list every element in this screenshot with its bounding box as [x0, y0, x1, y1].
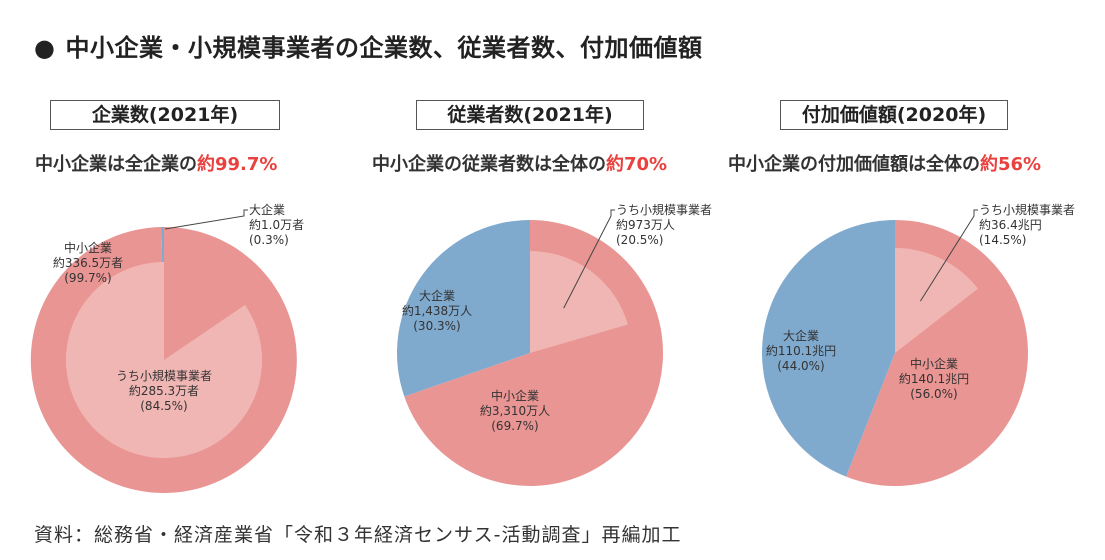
label-small: うち小規模事業者約36.4兆円(14.5%) [979, 202, 1075, 247]
label-sme-line: (56.0%) [910, 387, 957, 401]
pie-slice-sme [846, 220, 1029, 486]
panel-value-added: 付加価値額(2020年) 中小企業の付加価値額は全体の約56% 中小企業約140… [728, 100, 1078, 500]
panel-headline: 中小企業の従業者数は全体の約70% [372, 150, 722, 176]
label-large-line: 大企業 [783, 328, 819, 343]
label-sme-line: 中小企業 [910, 356, 958, 371]
label-sme-line: (99.7%) [64, 271, 111, 285]
panel-employees: 従業者数(2021年) 中小企業の従業者数は全体の約70% 中小企業約3,310… [368, 100, 718, 500]
label-small-line: うち小規模事業者 [979, 202, 1075, 217]
label-small-line: (20.5%) [616, 233, 663, 247]
label-small-line: (84.5%) [140, 399, 187, 413]
panel-headline: 中小企業は全企業の約99.7% [35, 150, 385, 176]
label-small-line: 約36.4兆円 [979, 217, 1042, 232]
source-note: 資料：総務省・経済産業省「令和３年経済センサス‐活動調査」再編加工 [34, 524, 682, 546]
label-sme-line: 約140.1兆円 [899, 371, 969, 386]
headline-text: 中小企業の従業者数は全体の [372, 154, 606, 175]
label-large-line: 約1,438万人 [402, 303, 472, 318]
label-large-line: 約1.0万者 [249, 217, 304, 232]
label-large: 大企業約1.0万者(0.3%) [249, 202, 304, 247]
label-large-line: (44.0%) [777, 359, 824, 373]
label-sme: 中小企業約3,310万人(69.7%) [480, 388, 550, 433]
leader-line [164, 209, 248, 230]
label-sme-line: (69.7%) [491, 419, 538, 433]
label-large-line: (30.3%) [413, 319, 460, 333]
label-large-line: 約110.1兆円 [766, 343, 836, 358]
pie-slice-large [762, 220, 895, 477]
pie-slice-small [530, 251, 628, 353]
label-large-line: 大企業 [249, 202, 285, 217]
label-sme: 中小企業約140.1兆円(56.0%) [899, 356, 969, 401]
pie-slice-large [397, 220, 530, 397]
panel-title-box: 付加価値額(2020年) [780, 100, 1008, 130]
pie-chart-employees: 中小企業約3,310万人(69.7%) うち小規模事業者約973万人(20.5%)… [397, 202, 712, 486]
headline-accent: 約99.7% [197, 154, 278, 175]
label-large-line: 大企業 [419, 288, 455, 303]
panel-companies: 企業数(2021年) 中小企業は全企業の約99.7% 中小企業約336.5万者(… [30, 100, 380, 500]
title-bullet: ● [34, 34, 56, 62]
label-sme-line: 中小企業 [491, 388, 539, 403]
panel-headline: 中小企業の付加価値額は全体の約56% [728, 150, 1078, 176]
label-small-line: うち小規模事業者 [116, 368, 212, 383]
panel-title-box: 企業数(2021年) [50, 100, 280, 130]
label-sme-line: 約336.5万者 [53, 255, 123, 270]
label-sme: 中小企業約336.5万者(99.7%) [53, 240, 123, 285]
headline-text: 中小企業は全企業の [35, 154, 197, 175]
label-small: うち小規模事業者約285.3万者(84.5%) [116, 368, 212, 413]
label-small-line: うち小規模事業者 [616, 202, 712, 217]
pie-slice-small [65, 262, 262, 458]
headline-accent: 約70% [606, 154, 668, 175]
panel-title-box: 従業者数(2021年) [416, 100, 644, 130]
label-small-line: 約973万人 [616, 217, 675, 232]
pie-slice-small [895, 248, 978, 353]
label-sme-line: 約3,310万人 [480, 403, 550, 418]
label-small-line: (14.5%) [979, 233, 1026, 247]
label-sme-line: 中小企業 [64, 240, 112, 255]
pie-chart-value-added: 中小企業約140.1兆円(56.0%) うち小規模事業者約36.4兆円(14.5%… [762, 202, 1075, 486]
label-small-line: 約285.3万者 [129, 383, 199, 398]
label-small: うち小規模事業者約973万人(20.5%) [616, 202, 712, 247]
headline-accent: 約56% [980, 154, 1042, 175]
page-title: ● 中小企業・小規模事業者の企業数、従業者数、付加価値額 [34, 28, 702, 63]
label-large-line: (0.3%) [249, 233, 289, 247]
label-large: 大企業約110.1兆円(44.0%) [766, 328, 836, 373]
label-large: 大企業約1,438万人(30.3%) [402, 288, 472, 333]
headline-text: 中小企業の付加価値額は全体の [728, 154, 980, 175]
leader-line [563, 209, 615, 309]
pie-chart-companies: 中小企業約336.5万者(99.7%) うち小規模事業者約285.3万者(84.5… [30, 202, 304, 493]
leader-line [919, 209, 978, 302]
title-text: 中小企業・小規模事業者の企業数、従業者数、付加価値額 [65, 34, 703, 62]
